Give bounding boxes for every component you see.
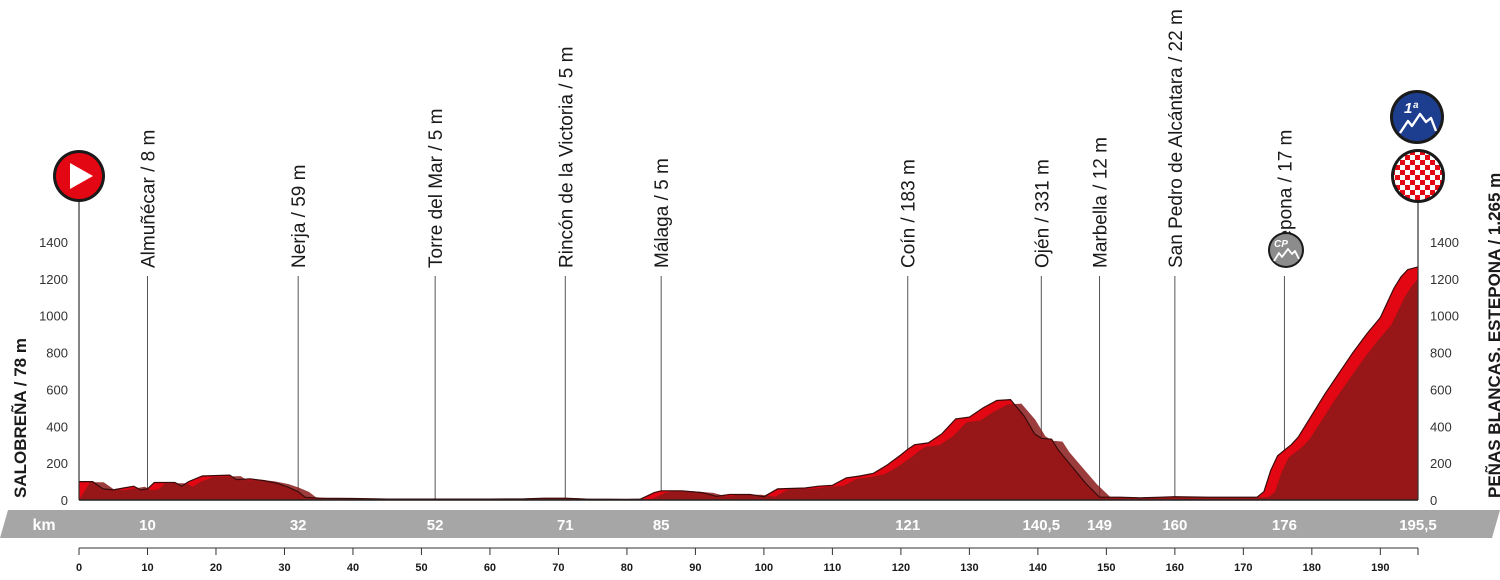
waypoint-km-label-5: 121 [895, 517, 920, 534]
sprint-badge-label: CP [1274, 239, 1288, 250]
waypoint-label-0: Almuñécar / 8 m [139, 130, 160, 268]
distance-tick-label-50: 50 [415, 562, 427, 574]
right-y-tick-0: 0 [1430, 493, 1437, 508]
profile-line [79, 266, 1419, 501]
profile-shadow [79, 276, 1418, 500]
right-y-tick-1200: 1200 [1430, 272, 1459, 287]
distance-tick-label-0: 0 [76, 562, 82, 574]
waypoint-label-3: Rincón de la Victoria / 5 m [556, 47, 577, 268]
distance-tick-label-80: 80 [621, 562, 633, 574]
waypoint-km-label-9: 176 [1272, 517, 1297, 534]
distance-tick-label-150: 150 [1097, 562, 1115, 574]
climb-category-label: 1ª [1404, 100, 1418, 117]
left-y-tick-400: 400 [46, 419, 68, 434]
finish-badge [1391, 149, 1445, 203]
left-y-tick-600: 600 [46, 382, 68, 397]
waypoint-label-2: Torre del Mar / 5 m [426, 109, 447, 268]
distance-axis: 0 10 20 30 40 50 60 70 80 90 100 110 120 130 140 150 160… [76, 547, 1419, 574]
waypoint-label-7: Marbella / 12 m [1091, 137, 1112, 268]
waypoint-km-label-7: 149 [1087, 517, 1112, 534]
waypoint-km-label-1: 32 [290, 517, 307, 534]
right-y-tick-1400: 1400 [1430, 235, 1459, 250]
waypoint-label-1: Nerja / 59 m [289, 165, 310, 268]
waypoint-km-label-8: 160 [1162, 517, 1187, 534]
distance-tick-label-100: 100 [755, 562, 773, 574]
waypoint-labels: Almuñécar / 8 m Nerja / 59 m Torre del Mar… [139, 9, 1297, 268]
right-y-tick-800: 800 [1430, 346, 1452, 361]
start-label: SALOBREÑA / 78 m [10, 338, 30, 498]
left-y-tick-0: 0 [61, 493, 68, 508]
distance-tick-label-120: 120 [892, 562, 910, 574]
distance-tick-label-20: 20 [210, 562, 222, 574]
right-y-tick-600: 600 [1430, 382, 1452, 397]
distance-tick-label-170: 170 [1234, 562, 1252, 574]
distance-tick-label-180: 180 [1303, 562, 1321, 574]
waypoint-km-label-4: 85 [653, 517, 670, 534]
right-y-tick-400: 400 [1430, 419, 1452, 434]
distance-tick-label-10: 10 [141, 562, 153, 574]
waypoint-km-labels: 10 32 52 71 85 121 140,5 149 160 176 195,5 [139, 517, 1437, 534]
start-badge [53, 150, 105, 202]
waypoint-km-label-10: 195,5 [1399, 517, 1437, 534]
distance-tick-label-140: 140 [1029, 562, 1047, 574]
km-band [0, 510, 1500, 538]
checkered-flag-icon [1394, 152, 1442, 200]
mountain-icon [1273, 248, 1300, 262]
right-y-axis: 0 200 400 600 800 1000 1200 1400 [1430, 235, 1459, 508]
left-y-tick-800: 800 [46, 346, 68, 361]
left-y-tick-1000: 1000 [39, 309, 68, 324]
distance-tick-label-70: 70 [552, 562, 564, 574]
waypoint-label-8: San Pedro de Alcántara / 22 m [1166, 9, 1187, 268]
waypoint-km-label-2: 52 [427, 517, 444, 534]
distance-tick-label-130: 130 [960, 562, 978, 574]
elevation-profile [79, 266, 1419, 501]
play-arrow-icon [70, 163, 93, 189]
right-y-tick-1000: 1000 [1430, 309, 1459, 324]
left-y-axis: 0 200 400 600 800 1000 1200 1400 [39, 235, 68, 508]
waypoint-km-label-3: 71 [557, 517, 574, 534]
waypoint-km-label-0: 10 [139, 517, 156, 534]
left-y-tick-1200: 1200 [39, 272, 68, 287]
mountain-icon [1399, 112, 1438, 134]
km-band-label: km [32, 517, 55, 534]
distance-tick-label-30: 30 [278, 562, 290, 574]
distance-tick-label-90: 90 [689, 562, 701, 574]
waypoint-label-4: Málaga / 5 m [652, 158, 673, 268]
right-y-tick-200: 200 [1430, 456, 1452, 471]
distance-tick-label-40: 40 [347, 562, 359, 574]
waypoint-label-6: Ojén / 331 m [1032, 159, 1053, 268]
climb-category-badge: 1ª [1390, 90, 1444, 144]
waypoint-lines [146, 276, 1285, 500]
left-y-tick-200: 200 [46, 456, 68, 471]
sprint-badge: CP [1268, 232, 1304, 268]
waypoint-label-5: Coín / 183 m [899, 159, 920, 268]
profile-area [79, 266, 1418, 500]
distance-tick-label-190: 190 [1371, 562, 1389, 574]
waypoint-km-label-6: 140,5 [1023, 517, 1061, 534]
distance-tick-label-60: 60 [484, 562, 496, 574]
finish-label: PEÑAS BLANCAS. ESTEPONA / 1.265 m [1484, 173, 1500, 498]
left-y-tick-1400: 1400 [39, 235, 68, 250]
distance-tick-label-160: 160 [1166, 562, 1184, 574]
distance-tick-label-110: 110 [824, 562, 842, 574]
